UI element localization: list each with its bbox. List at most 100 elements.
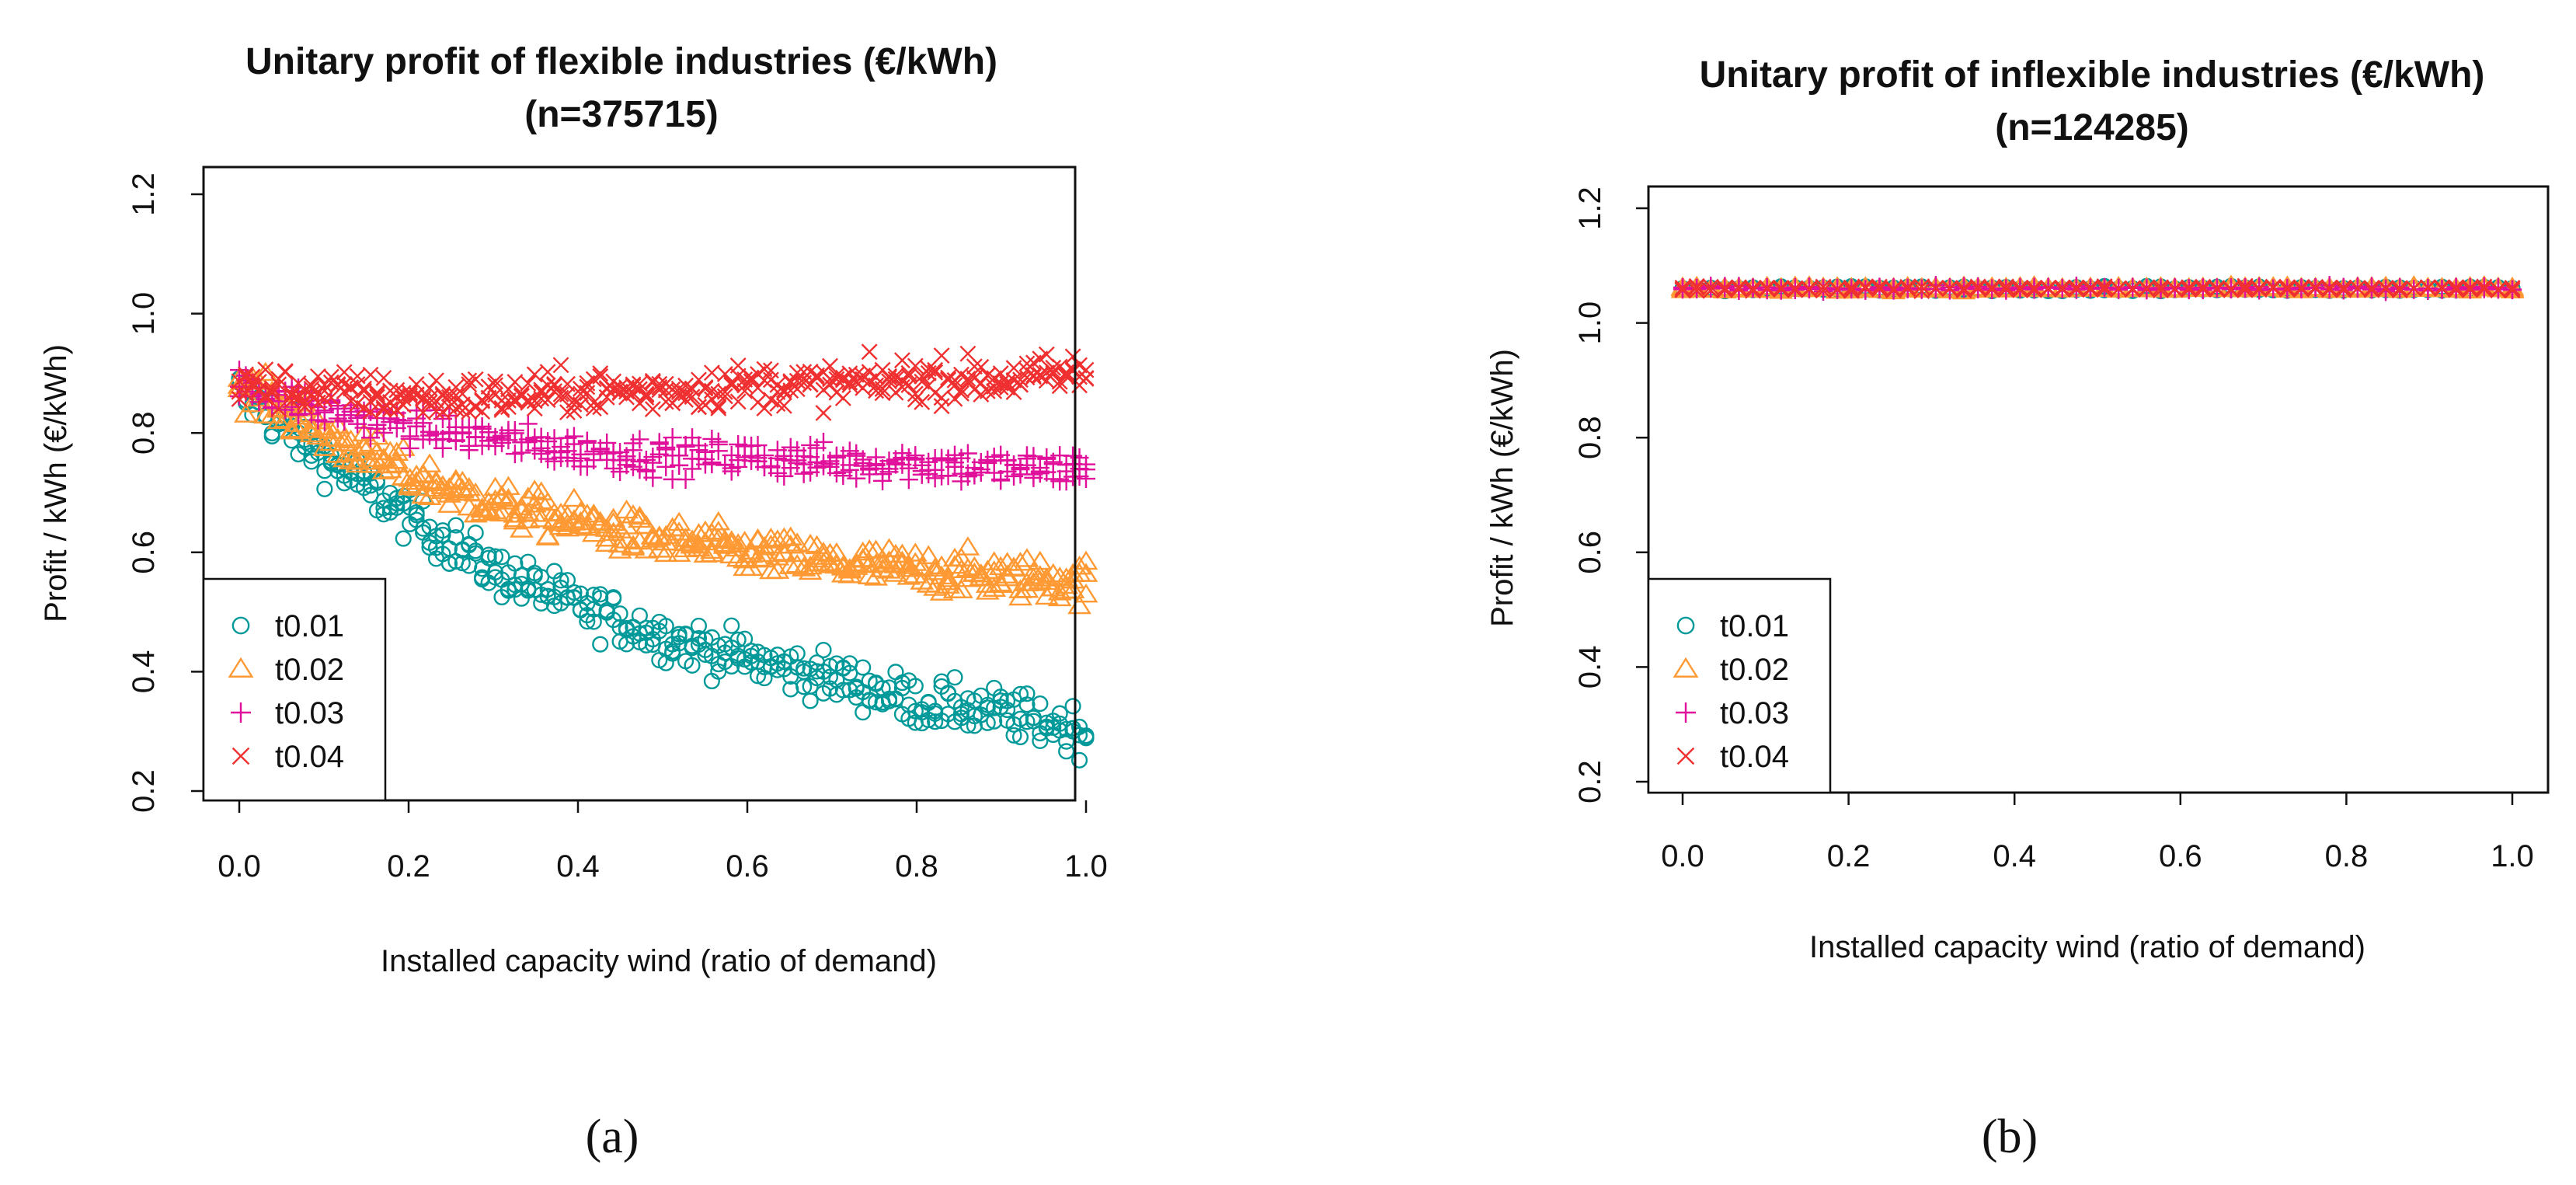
legend-marker-triangle: [1673, 657, 1699, 678]
data-point: [1060, 569, 1085, 589]
data-point: [566, 584, 583, 601]
data-point: [706, 521, 731, 540]
data-point: [487, 377, 503, 394]
data-point: [371, 460, 396, 479]
data-point: [927, 713, 944, 730]
legend-label: t0.02: [275, 653, 344, 687]
data-point: [2195, 281, 2212, 298]
data-point: [966, 370, 983, 387]
data-point: [480, 546, 497, 563]
data-point: [522, 479, 547, 499]
data-point: [710, 398, 727, 414]
data-point: [257, 361, 274, 378]
data-point: [2011, 281, 2028, 298]
data-point: [771, 542, 796, 561]
data-point: [949, 579, 973, 598]
data-point: [929, 581, 954, 601]
data-point: [607, 533, 632, 553]
data-point: [638, 385, 655, 403]
data-point: [2335, 279, 2352, 296]
data-point: [643, 468, 663, 487]
y-axis-label: Profit / kWh (€/kWh): [39, 344, 73, 622]
data-point: [526, 400, 543, 417]
data-point: [607, 519, 632, 538]
y-tick-label: 0.8: [1573, 416, 1607, 459]
x-tick-label: 0.0: [218, 849, 261, 884]
data-point: [297, 394, 313, 411]
data-point: [2251, 280, 2268, 297]
data-point: [723, 377, 740, 394]
data-point: [775, 384, 792, 401]
data-point: [270, 400, 287, 417]
data-point: [461, 376, 478, 393]
y-tick-label: 0.6: [1573, 531, 1607, 574]
data-point: [2138, 281, 2155, 298]
data-point: [752, 548, 777, 568]
data-point: [769, 384, 786, 400]
data-point: [1032, 732, 1049, 750]
data-point: [356, 382, 372, 399]
data-point: [1077, 370, 1095, 387]
data-point: [365, 451, 389, 470]
data-point: [851, 541, 875, 561]
x-tick-label: 0.4: [1993, 839, 2036, 873]
data-point: [716, 388, 733, 405]
data-point: [303, 380, 320, 397]
data-point: [2448, 281, 2465, 298]
data-point: [2476, 281, 2493, 298]
series-t0.04: [231, 343, 1095, 421]
data-point: [746, 528, 770, 548]
data-point: [2181, 279, 2198, 296]
data-point: [1045, 359, 1062, 376]
data-point: [2195, 278, 2212, 295]
data-point: [2054, 279, 2071, 296]
data-point: [381, 400, 399, 417]
data-point: [798, 533, 823, 553]
data-point: [1025, 368, 1042, 385]
data-point: [910, 570, 935, 590]
data-point: [476, 501, 501, 521]
data-point: [638, 389, 655, 406]
data-point: [447, 517, 465, 534]
data-point: [1022, 567, 1046, 587]
data-point: [559, 404, 576, 421]
data-point: [332, 427, 357, 447]
data-point: [657, 393, 674, 410]
data-point: [1857, 280, 1874, 297]
data-point: [2096, 281, 2113, 298]
data-point: [1913, 283, 1930, 299]
data-point: [483, 489, 507, 509]
data-point: [277, 363, 294, 380]
data-point: [890, 543, 914, 563]
data-point: [467, 371, 484, 388]
data-point: [2419, 279, 2436, 296]
data-point: [253, 361, 278, 382]
data-point: [2391, 282, 2408, 299]
data-point: [2153, 279, 2169, 296]
data-point: [2068, 279, 2085, 296]
data-point: [572, 396, 589, 413]
data-point: [684, 389, 701, 406]
data-point: [349, 368, 366, 385]
data-point: [2335, 281, 2352, 298]
data-point: [946, 377, 963, 394]
data-point: [966, 708, 983, 725]
data-point: [903, 542, 928, 562]
data-point: [900, 377, 917, 393]
data-point: [992, 365, 1009, 382]
data-point: [2307, 280, 2324, 297]
data-point: [2363, 280, 2380, 297]
chart-subtitle: (n=124285): [1995, 107, 2189, 148]
data-point: [555, 513, 580, 532]
data-point: [621, 536, 646, 556]
y-tick-labels: 0.2 0.4 0.6 0.8 1.0 1.2: [1573, 186, 1607, 803]
data-point: [1038, 346, 1055, 363]
data-point: [592, 365, 609, 382]
legend-marker-plus: [231, 702, 251, 723]
data-point: [690, 617, 708, 635]
data-point: [982, 577, 1007, 598]
legend-label: t0.01: [275, 609, 344, 643]
data-point: [953, 385, 969, 402]
data-point: [1885, 281, 1902, 298]
data-point: [855, 659, 872, 676]
